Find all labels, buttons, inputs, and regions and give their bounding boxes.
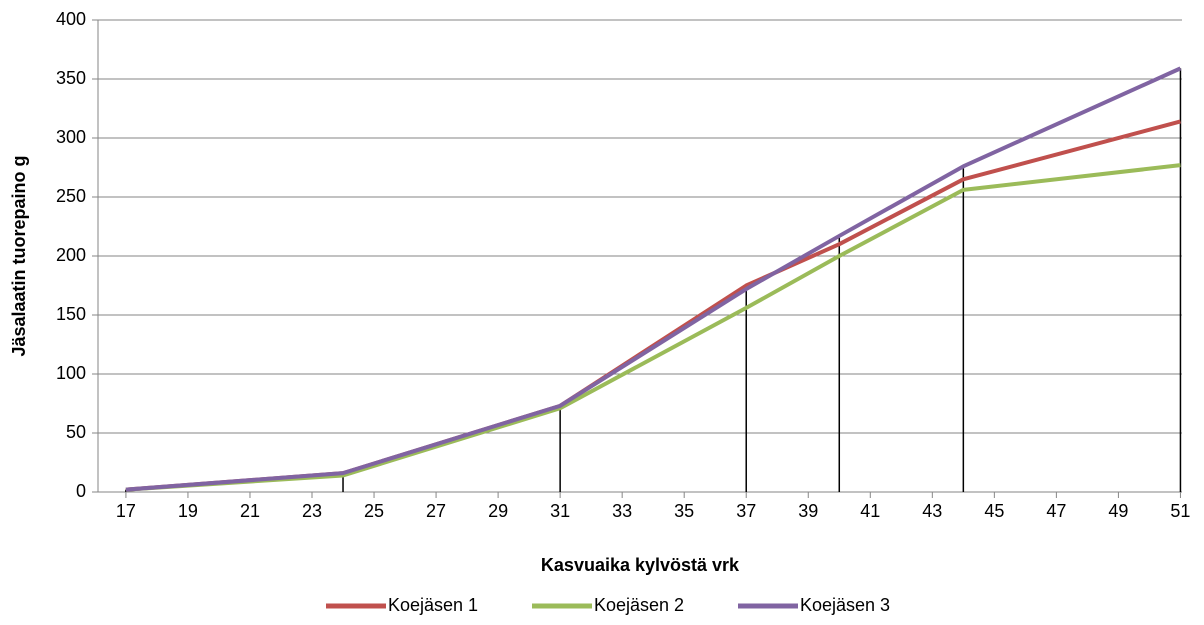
- y-tick-label: 400: [56, 9, 86, 29]
- x-tick-label: 37: [736, 501, 756, 521]
- y-axis-label: Jäsalaatin tuorepaino g: [9, 155, 29, 356]
- x-tick-label: 17: [116, 501, 136, 521]
- y-tick-label: 100: [56, 363, 86, 383]
- legend-label: Koejäsen 1: [388, 595, 478, 615]
- x-tick-label: 31: [550, 501, 570, 521]
- x-tick-label: 33: [612, 501, 632, 521]
- x-tick-label: 19: [178, 501, 198, 521]
- y-tick-label: 50: [66, 422, 86, 442]
- y-tick-label: 350: [56, 68, 86, 88]
- x-tick-label: 35: [674, 501, 694, 521]
- x-tick-label: 27: [426, 501, 446, 521]
- x-tick-label: 39: [798, 501, 818, 521]
- y-tick-label: 150: [56, 304, 86, 324]
- x-tick-label: 47: [1046, 501, 1066, 521]
- series-line: [125, 66, 1182, 492]
- x-tick-label: 41: [860, 501, 880, 521]
- x-tick-label: 23: [302, 501, 322, 521]
- x-tick-label: 43: [922, 501, 942, 521]
- x-tick-label: 49: [1108, 501, 1128, 521]
- x-tick-label: 51: [1170, 501, 1190, 521]
- x-tick-label: 29: [488, 501, 508, 521]
- y-tick-label: 250: [56, 186, 86, 206]
- series-line: [125, 163, 1181, 492]
- series-line: [125, 119, 1181, 492]
- x-axis-label: Kasvuaika kylvöstä vrk: [541, 555, 740, 575]
- y-tick-label: 300: [56, 127, 86, 147]
- legend-label: Koejäsen 3: [800, 595, 890, 615]
- y-tick-label: 200: [56, 245, 86, 265]
- legend-label: Koejäsen 2: [594, 595, 684, 615]
- y-tick-label: 0: [76, 481, 86, 501]
- x-tick-label: 21: [240, 501, 260, 521]
- x-tick-label: 25: [364, 501, 384, 521]
- x-tick-label: 45: [984, 501, 1004, 521]
